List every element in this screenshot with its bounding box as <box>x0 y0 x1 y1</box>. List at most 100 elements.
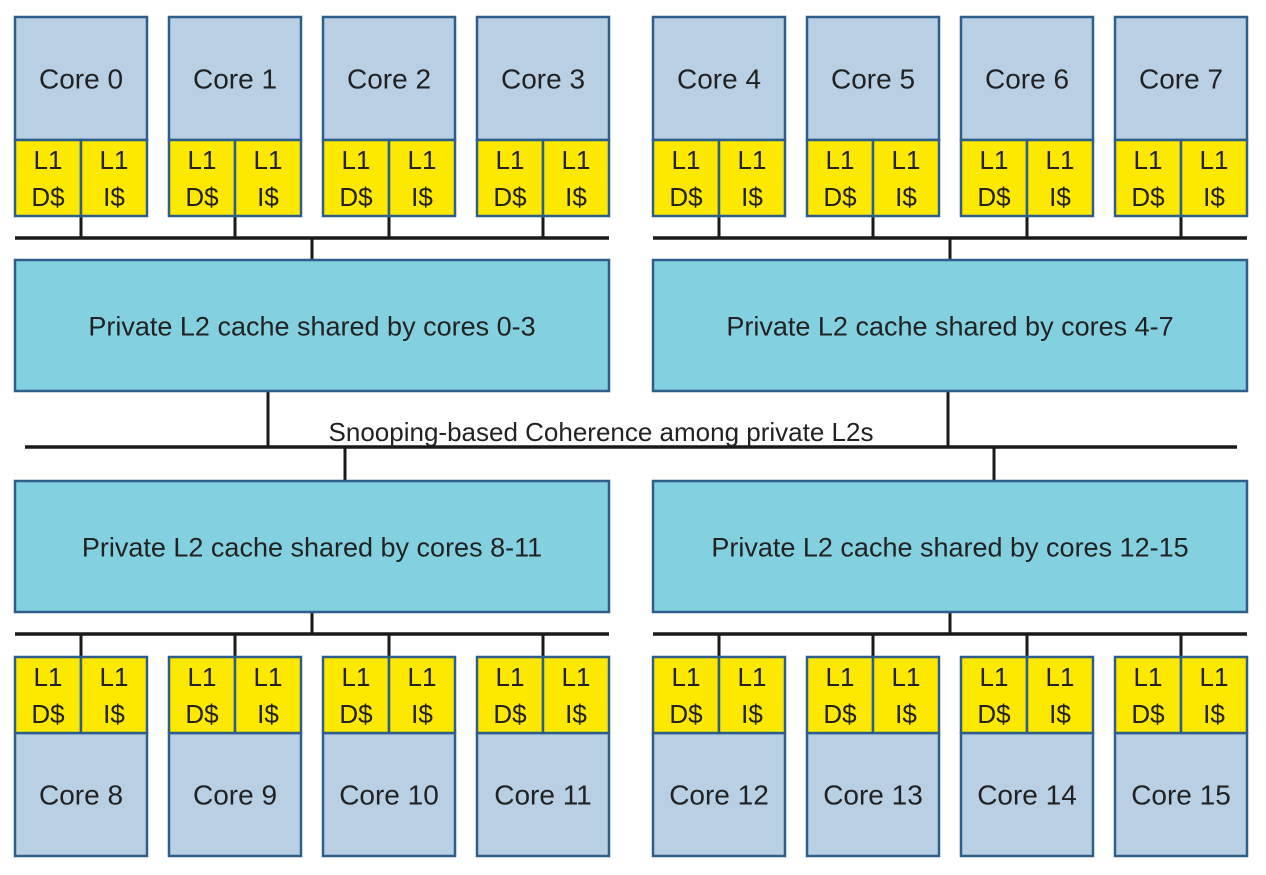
core-box <box>651 15 787 142</box>
l1-data-label-line2: D$ <box>823 182 857 212</box>
l1-instruction-cache <box>541 138 611 218</box>
l1-data-label-line2: D$ <box>669 182 703 212</box>
l1-data-label-line1: L1 <box>34 145 63 175</box>
l1-data-cache <box>1113 138 1183 218</box>
l1-instruction-cache <box>871 655 941 735</box>
l1-instr-label-line2: I$ <box>411 699 433 729</box>
l1-data-label-line1: L1 <box>34 662 63 692</box>
l1-instruction-cache <box>717 138 787 218</box>
l1-instr-label-line1: L1 <box>1046 662 1075 692</box>
l1-instr-label-line1: L1 <box>1200 145 1229 175</box>
l2-cache-label: Private L2 cache shared by cores 4-7 <box>726 312 1173 342</box>
l1-instruction-cache <box>233 138 303 218</box>
core-label: Core 2 <box>347 64 431 95</box>
l1-data-label-line1: L1 <box>826 145 855 175</box>
l1-instr-label-line2: I$ <box>1203 699 1225 729</box>
l1-data-cache <box>321 138 391 218</box>
core-box <box>167 15 303 142</box>
l1-instruction-cache <box>387 138 457 218</box>
l1-data-cache <box>959 138 1029 218</box>
l1-data-label-line1: L1 <box>1134 145 1163 175</box>
l1-data-label-line1: L1 <box>672 145 701 175</box>
l1-instruction-cache <box>1179 138 1249 218</box>
core-label: Core 0 <box>39 64 123 95</box>
l1-instruction-cache <box>233 655 303 735</box>
core-label: Core 13 <box>823 780 923 811</box>
core-box <box>167 731 303 858</box>
core-box <box>475 15 611 142</box>
l1-instr-label-line2: I$ <box>1049 699 1071 729</box>
l1-instr-label-line2: I$ <box>741 182 763 212</box>
l1-data-label-line2: D$ <box>1131 699 1165 729</box>
core-label: Core 6 <box>985 64 1069 95</box>
core-box <box>475 731 611 858</box>
l1-instruction-cache <box>79 655 149 735</box>
l1-data-cache <box>475 138 545 218</box>
core-box <box>1113 15 1249 142</box>
l1-data-label-line2: D$ <box>185 182 219 212</box>
l1-instr-label-line1: L1 <box>738 662 767 692</box>
l1-instr-label-line2: I$ <box>257 182 279 212</box>
l1-instr-label-line1: L1 <box>738 145 767 175</box>
core-box <box>805 731 941 858</box>
l1-data-label-line2: D$ <box>339 182 373 212</box>
l1-instr-label-line2: I$ <box>103 699 125 729</box>
l2-cache-box <box>13 479 611 614</box>
core-box <box>651 731 787 858</box>
l1-data-label-line1: L1 <box>342 662 371 692</box>
l1-data-label-line2: D$ <box>1131 182 1165 212</box>
l1-instr-label-line1: L1 <box>254 662 283 692</box>
core-box <box>805 15 941 142</box>
l2-cache-label: Private L2 cache shared by cores 0-3 <box>88 312 535 342</box>
l1-data-label-line2: D$ <box>823 699 857 729</box>
l1-instruction-cache <box>1179 655 1249 735</box>
core-box <box>321 731 457 858</box>
l2-cache-label: Private L2 cache shared by cores 8-11 <box>82 533 542 563</box>
core-box <box>13 15 149 142</box>
core-label: Core 4 <box>677 64 761 95</box>
l1-data-label-line1: L1 <box>342 145 371 175</box>
l1-instr-label-line2: I$ <box>895 182 917 212</box>
core-box <box>13 731 149 858</box>
l1-data-cache <box>805 138 875 218</box>
l1-data-cache <box>1113 655 1183 735</box>
l1-data-cache <box>959 655 1029 735</box>
l2-cache-label: Private L2 cache shared by cores 12-15 <box>711 533 1188 563</box>
l1-data-cache <box>13 138 83 218</box>
l2-cache-box <box>13 258 611 393</box>
core-box <box>321 15 457 142</box>
l1-data-label-line2: D$ <box>977 699 1011 729</box>
l1-instr-label-line1: L1 <box>100 662 129 692</box>
l2-cache-box <box>651 479 1249 614</box>
l1-data-cache <box>167 655 237 735</box>
core-label: Core 11 <box>494 780 592 811</box>
l1-data-label-line1: L1 <box>672 662 701 692</box>
core-label: Core 8 <box>39 780 123 811</box>
coherence-label: Snooping-based Coherence among private L… <box>329 417 874 447</box>
l1-instr-label-line1: L1 <box>892 145 921 175</box>
l1-instr-label-line1: L1 <box>562 145 591 175</box>
l1-instruction-cache <box>79 138 149 218</box>
l1-instr-label-line2: I$ <box>565 699 587 729</box>
core-label: Core 3 <box>501 64 585 95</box>
core-label: Core 5 <box>831 64 915 95</box>
l1-instr-label-line2: I$ <box>1203 182 1225 212</box>
l1-instruction-cache <box>387 655 457 735</box>
core-label: Core 1 <box>193 64 277 95</box>
core-label: Core 15 <box>1131 780 1231 811</box>
core-label: Core 7 <box>1139 64 1223 95</box>
l1-instruction-cache <box>717 655 787 735</box>
l1-instr-label-line1: L1 <box>408 145 437 175</box>
l1-data-cache <box>475 655 545 735</box>
l1-data-label-line1: L1 <box>980 145 1009 175</box>
l1-data-cache <box>167 138 237 218</box>
l1-data-label-line1: L1 <box>1134 662 1163 692</box>
l1-instr-label-line1: L1 <box>1046 145 1075 175</box>
l1-instr-label-line2: I$ <box>565 182 587 212</box>
l1-instr-label-line1: L1 <box>408 662 437 692</box>
l1-data-label-line1: L1 <box>826 662 855 692</box>
l1-data-label-line2: D$ <box>31 182 65 212</box>
l1-data-label-line2: D$ <box>977 182 1011 212</box>
